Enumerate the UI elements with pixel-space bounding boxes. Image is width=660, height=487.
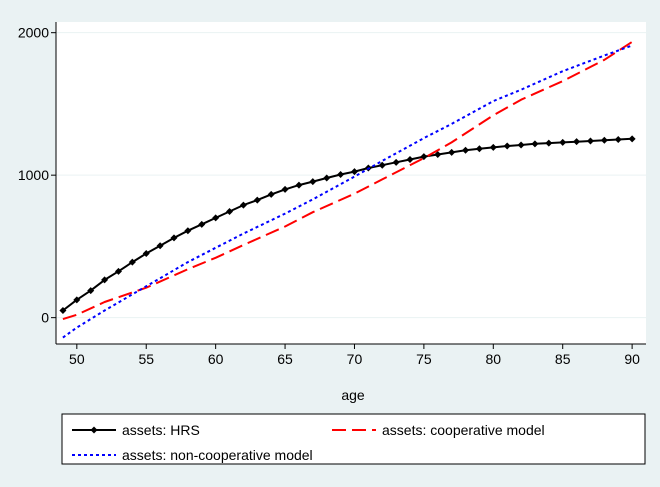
x-tick-label: 55 <box>138 351 154 367</box>
y-tick-label: 2000 <box>18 25 49 41</box>
data-point <box>600 136 608 144</box>
x-axis-title: age <box>341 387 365 403</box>
x-tick-label: 65 <box>277 351 293 367</box>
legend-label-3: assets: non-cooperative model <box>122 447 313 463</box>
x-tick-label: 60 <box>208 351 224 367</box>
legend-label-2: assets: cooperative model <box>382 422 545 438</box>
x-tick-label: 50 <box>69 351 85 367</box>
data-point <box>253 196 261 204</box>
data-point <box>337 170 345 178</box>
y-tick-label: 1000 <box>18 167 49 183</box>
data-point <box>87 287 95 295</box>
data-point <box>239 201 247 209</box>
series-group <box>59 41 636 339</box>
data-point <box>156 242 164 250</box>
data-point <box>489 143 497 151</box>
data-point <box>170 234 178 242</box>
data-point <box>628 135 636 143</box>
data-point <box>73 296 81 304</box>
series-line-3 <box>62 44 633 339</box>
legend-box <box>61 413 646 465</box>
data-point <box>475 145 483 153</box>
data-point <box>350 168 358 176</box>
data-point <box>545 139 553 147</box>
data-point <box>531 140 539 148</box>
data-point <box>406 155 414 163</box>
data-point <box>142 250 150 258</box>
data-point <box>434 151 442 159</box>
y-tick-label: 0 <box>41 310 49 326</box>
data-point <box>378 161 386 169</box>
data-point <box>184 227 192 235</box>
data-point <box>614 136 622 144</box>
data-point <box>128 258 136 266</box>
data-point <box>114 267 122 275</box>
plot-area <box>56 22 646 344</box>
data-point <box>226 207 234 215</box>
x-tick-label: 85 <box>555 351 571 367</box>
data-point <box>517 141 525 149</box>
data-point <box>462 146 470 154</box>
x-tick-label: 90 <box>624 351 640 367</box>
data-point <box>212 214 220 222</box>
legend-marker <box>90 426 98 434</box>
data-point <box>59 307 67 315</box>
data-point <box>420 153 428 161</box>
data-point <box>101 276 109 284</box>
legend-items: assets: HRS assets: cooperative model asse… <box>72 422 545 463</box>
data-point <box>281 185 289 193</box>
gridlines <box>56 32 646 319</box>
data-point <box>573 138 581 146</box>
x-tick-label: 70 <box>347 351 363 367</box>
x-tick-label: 75 <box>416 351 432 367</box>
legend-label-1: assets: HRS <box>122 422 200 438</box>
legend: assets: HRS assets: cooperative model asse… <box>61 413 646 465</box>
data-point <box>309 178 317 186</box>
data-point <box>198 220 206 228</box>
series-line-2 <box>62 41 633 321</box>
data-point <box>323 174 331 182</box>
axes: 0 1000 2000 50 55 60 65 70 75 80 85 90 <box>18 22 646 367</box>
data-point <box>503 142 511 150</box>
data-point <box>267 190 275 198</box>
data-point <box>448 148 456 156</box>
data-point <box>559 138 567 146</box>
data-point <box>295 181 303 189</box>
x-tick-label: 80 <box>486 351 502 367</box>
data-point <box>392 158 400 166</box>
data-point <box>586 137 594 145</box>
